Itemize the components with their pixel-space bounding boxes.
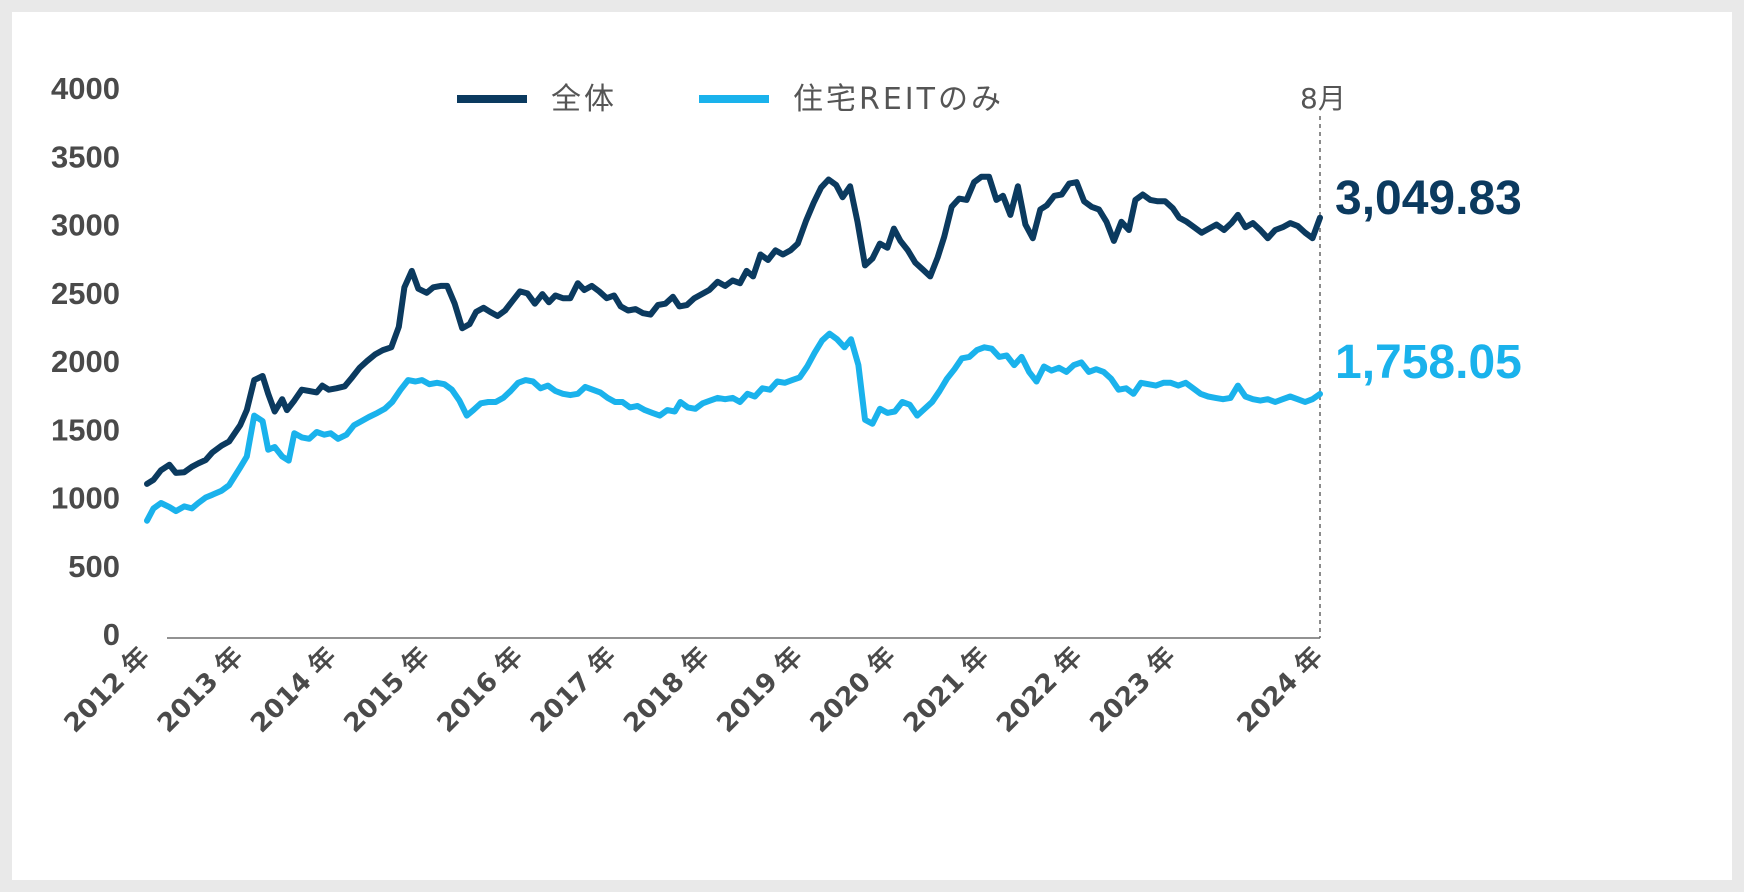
y-tick-label: 1000 [51, 481, 120, 516]
end-value-label-total: 3,049.83 [1335, 172, 1522, 225]
legend-label-residential: 住宅REITのみ [793, 82, 1004, 117]
series-layer [144, 173, 1323, 524]
y-axis: 0 500 1000 1500 2000 2500 3000 3500 4000 [51, 71, 120, 652]
end-value-label-residential: 1,758.05 [1335, 336, 1522, 389]
legend: 全体 住宅REITのみ [457, 82, 1004, 117]
y-tick-label: 1500 [51, 412, 120, 447]
x-tick-label: 2021 年 [897, 641, 995, 739]
series-line-residential [144, 330, 1323, 524]
x-tick-label: 2017 年 [524, 641, 622, 739]
x-tick-label: 2013 年 [151, 641, 249, 739]
x-tick-label: 2014 年 [245, 641, 343, 739]
y-tick-label: 3000 [51, 208, 120, 243]
x-tick-label: 2020 年 [804, 641, 902, 739]
x-tick-label: 2015 年 [338, 641, 436, 739]
x-tick-label: 2019 年 [711, 641, 809, 739]
y-tick-label: 2500 [51, 276, 120, 311]
y-tick-label: 500 [68, 549, 120, 584]
y-tick-label: 3500 [51, 139, 120, 174]
x-tick-label: 2022 年 [991, 641, 1089, 739]
y-tick-label: 4000 [51, 71, 120, 106]
x-tick-label: 2016 年 [431, 641, 529, 739]
series-line-total [144, 173, 1323, 487]
x-tick-label: 2023 年 [1084, 641, 1182, 739]
y-tick-label: 0 [103, 617, 120, 652]
x-tick-label: 2012 年 [58, 641, 156, 739]
x-tick-label: 2018 年 [618, 641, 716, 739]
end-marker-label: 8月 [1300, 82, 1346, 115]
legend-label-total: 全体 [551, 82, 617, 117]
y-tick-label: 2000 [51, 344, 120, 379]
x-tick-label: 2024 年 [1231, 641, 1329, 739]
